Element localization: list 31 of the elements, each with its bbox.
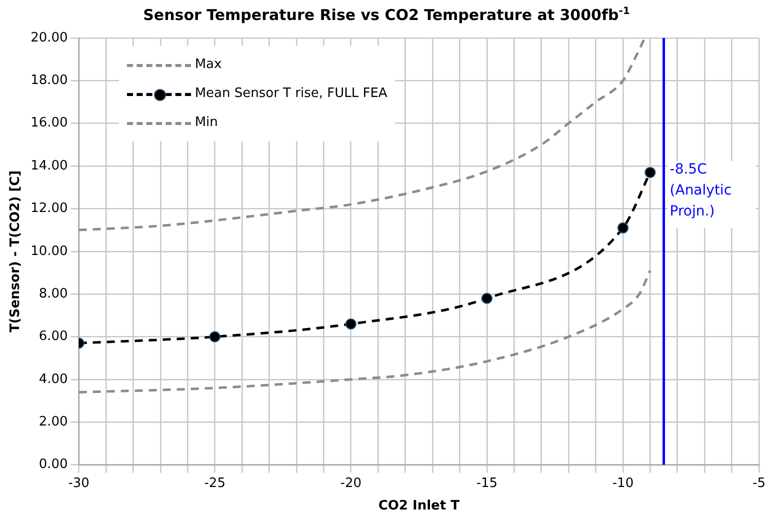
chart-title: Sensor Temperature Rise vs CO2 Temperature at 3000fb$^{-1}$ bbox=[142, 6, 631, 24]
x-tick-label: -30 bbox=[68, 476, 90, 491]
point bbox=[644, 166, 656, 178]
y-tick-label: 6.00 bbox=[38, 329, 68, 344]
y-tick-label: 12.00 bbox=[30, 201, 68, 216]
line-series bbox=[78, 38, 646, 232]
ref-line-label: -8.5C (Analytic Projn.) bbox=[670, 162, 732, 220]
x-tick-label: -5 bbox=[752, 476, 766, 491]
point bbox=[481, 292, 492, 304]
y-axis-title: T(Sensor) - T(CO2) [C] bbox=[8, 170, 24, 332]
y-tick-label: 8.00 bbox=[38, 286, 68, 302]
y-tick-label: 0.00 bbox=[38, 457, 68, 472]
point bbox=[617, 222, 628, 234]
y-tick-label: 2.00 bbox=[38, 414, 68, 430]
y-tick-label: 10.00 bbox=[30, 244, 68, 259]
x-tick-label: -10 bbox=[612, 476, 634, 491]
y-tick-label: 16.00 bbox=[30, 116, 68, 131]
y-tick-label: 18.00 bbox=[30, 73, 68, 88]
y-tick-label: 4.00 bbox=[38, 372, 68, 387]
x-tick-label: -20 bbox=[340, 476, 362, 491]
legend-label: Mean Sensor T rise, FULL FEA bbox=[194, 86, 388, 101]
line-series bbox=[78, 269, 652, 394]
x-tick-label: -25 bbox=[204, 476, 226, 491]
y-tick-label: 20.00 bbox=[30, 30, 68, 46]
legend-label: Max bbox=[194, 57, 222, 72]
legend-label: Min bbox=[194, 115, 218, 130]
x-tick-label: -15 bbox=[476, 476, 498, 491]
y-tick-label: 14.00 bbox=[30, 158, 68, 174]
x-axis-title: CO2 Inlet T bbox=[378, 498, 460, 514]
point bbox=[345, 318, 356, 330]
point bbox=[209, 331, 220, 342]
